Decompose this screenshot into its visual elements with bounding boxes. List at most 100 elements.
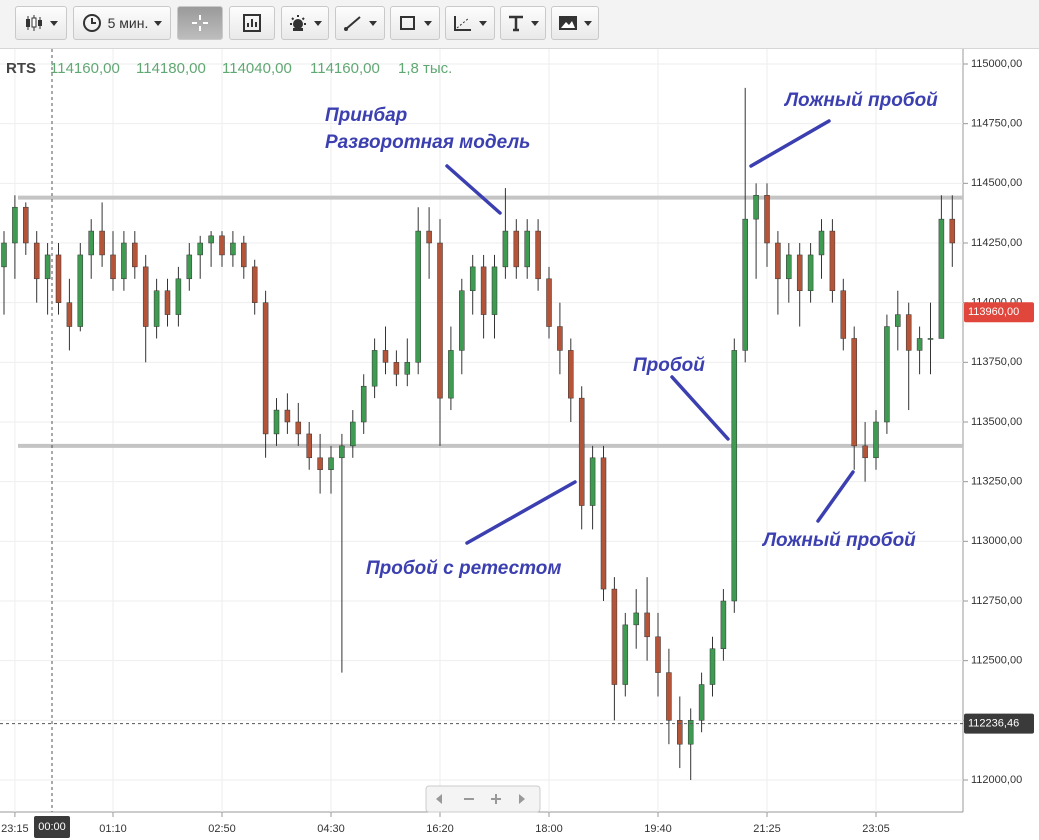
candle-body — [284, 409, 291, 423]
indicators-button[interactable] — [229, 6, 275, 40]
candle-body — [12, 206, 18, 244]
interval-button[interactable]: 5 мин. — [73, 6, 171, 40]
candle-body — [393, 362, 400, 375]
x-tick-label: 21:25 — [753, 823, 781, 835]
candle-body — [818, 230, 825, 256]
y-tick-label: 113500,00 — [971, 416, 1022, 428]
toolbar: 5 мин. — [0, 0, 1039, 49]
y-tick-label: 114750,00 — [971, 118, 1022, 130]
header-close: 114160,00 — [310, 60, 380, 77]
candle-body — [862, 445, 868, 459]
crosshair-time-label: 00:00 — [38, 821, 66, 833]
candle-body — [786, 254, 792, 280]
last-price-tag — [964, 302, 1034, 323]
candle-body — [273, 409, 280, 435]
candle-body — [807, 254, 814, 291]
candle-body — [633, 612, 639, 626]
candle-body — [687, 720, 694, 745]
candle-body — [589, 457, 596, 506]
candle-body — [66, 302, 73, 327]
y-tick-label: 114250,00 — [971, 237, 1022, 249]
events-button[interactable] — [281, 6, 329, 40]
candle-body — [677, 720, 683, 745]
annotation: Ложный пробой — [783, 90, 938, 111]
candles — [1, 87, 956, 780]
candle-body — [611, 588, 618, 685]
nav-left[interactable] — [436, 794, 442, 804]
candle-body — [350, 421, 356, 447]
plot-area — [0, 49, 963, 812]
x-tick-label: 02:50 — [208, 823, 236, 835]
image-icon — [559, 16, 577, 30]
header-high: 114180,00 — [136, 60, 206, 77]
x-tick-label: 16:20 — [426, 823, 454, 835]
levels — [18, 195, 963, 448]
crosshair-time-tag — [34, 816, 70, 838]
line-icon — [344, 16, 361, 31]
candle-body — [132, 242, 138, 268]
candle-body — [578, 397, 585, 506]
nav-zoom-in[interactable] — [491, 794, 501, 804]
candle-body — [469, 266, 476, 291]
nav-right[interactable] — [519, 794, 525, 804]
y-tick-label: 112500,00 — [971, 655, 1022, 667]
candles-icon — [26, 15, 42, 31]
candle-body — [77, 254, 84, 327]
candle-body — [360, 385, 367, 423]
candle-body — [535, 230, 541, 280]
text-tool-button[interactable] — [500, 6, 546, 40]
text-icon — [509, 15, 523, 32]
indicator-icon — [243, 14, 261, 32]
candle-body — [110, 254, 116, 280]
chart-type-button[interactable] — [15, 6, 67, 40]
candle-body — [851, 338, 857, 447]
header-low: 114040,00 — [222, 60, 292, 77]
candle-body — [775, 242, 781, 280]
candle-body — [829, 230, 836, 291]
x-tick-label: 23:15 — [1, 823, 29, 835]
candle-body — [437, 242, 443, 399]
chart: 112000,00112250,00112500,00112750,001130… — [0, 49, 1034, 838]
y-tick-label: 113750,00 — [971, 356, 1022, 368]
candle-body — [426, 230, 432, 244]
arrows — [445, 119, 855, 545]
candle-body — [55, 254, 62, 303]
x-tick-label: 19:40 — [644, 823, 672, 835]
candle-body — [480, 266, 487, 315]
candle-body — [895, 314, 901, 327]
candle-body — [241, 242, 247, 268]
crosshair-price-tag — [964, 713, 1034, 734]
crosshair-button[interactable] — [177, 6, 223, 40]
y-tick-label: 112750,00 — [971, 595, 1022, 607]
annotation: Разворотная модель — [325, 132, 530, 153]
nav-bar — [425, 785, 541, 813]
candle-body — [622, 624, 629, 685]
candle-body — [655, 636, 661, 673]
y-tick-label: 113250,00 — [971, 476, 1022, 488]
candle-body — [666, 672, 672, 721]
candle-body — [502, 230, 509, 268]
candle-body — [121, 242, 127, 280]
fib-tool-button[interactable] — [445, 6, 495, 40]
x-tick-label: 23:05 — [862, 823, 890, 835]
candle-body — [328, 457, 334, 470]
annotation: Принбар — [325, 105, 407, 126]
candle-body — [230, 242, 236, 256]
shape-tool-button[interactable] — [390, 6, 440, 40]
arrow — [445, 164, 502, 215]
candle-body — [796, 254, 803, 291]
candle-body — [600, 457, 607, 590]
candle-body — [949, 218, 956, 244]
header-open: 114160,00 — [50, 60, 120, 77]
annotations: Принбар Разворотная модель Ложный пробой… — [325, 90, 938, 579]
line-tool-button[interactable] — [335, 6, 385, 40]
header-volume: 1,8 тыс. — [398, 60, 452, 77]
annotation: Пробой — [633, 355, 705, 376]
candle-body — [175, 278, 182, 315]
candle-body — [404, 362, 411, 375]
arrow — [749, 119, 831, 168]
candle-body — [644, 612, 650, 638]
candle-body — [99, 230, 105, 256]
image-button[interactable] — [551, 6, 599, 40]
